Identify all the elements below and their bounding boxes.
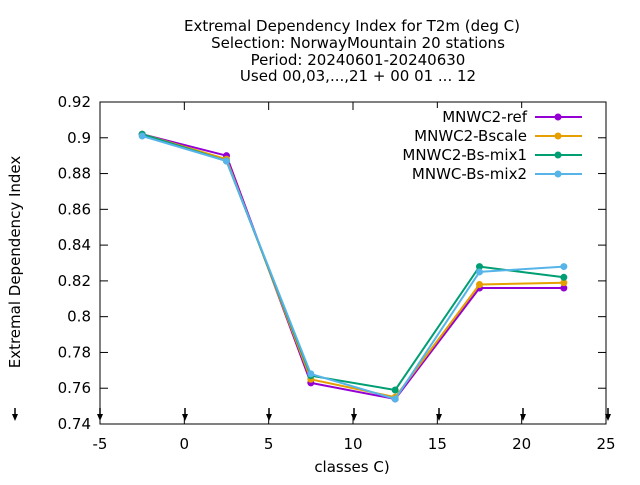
axis-arrow-head [520,414,526,421]
legend-background [384,108,584,170]
series-3 [138,132,568,403]
data-point [476,280,483,288]
chart-title: Extremal Dependency Index for T2m (deg C… [184,17,520,85]
series-line [141,135,564,400]
series-group [138,130,568,403]
legend-marker [554,170,562,178]
y-tick-label: 0.9 [67,129,91,147]
legend-label: MNWC-Bs-mix2 [412,165,527,183]
title-line-4: Used 00,03,...,21 + 00 01 ... 12 [240,67,476,85]
y-tick-label: 0.82 [58,272,91,290]
data-point [391,386,399,394]
data-point [391,395,399,403]
axis-arrow-head [351,414,357,421]
y-tick-label: 0.92 [58,93,91,111]
legend-marker [554,151,562,159]
legend-marker [554,113,562,121]
x-tick-label: 10 [343,435,362,453]
data-point [223,157,230,165]
x-tick-label: -5 [93,435,108,453]
y-tick-label: 0.84 [58,236,91,254]
legend-label: MNWC2-ref [442,108,527,126]
data-point [476,263,483,271]
x-tick-label: 5 [264,435,274,453]
axis-arrow-head [182,414,188,421]
y-tick-label: 0.86 [58,200,91,218]
data-point [560,273,568,281]
legend: MNWC2-refMNWC2-BscaleMNWC2-Bs-mix1MNWC-B… [384,108,584,183]
y-axis-label: Extremal Dependency Index [6,156,24,369]
x-axis-label: classes C) [314,458,389,476]
legend-label: MNWC2-Bs-mix1 [402,146,527,164]
x-tick-label: 15 [428,435,447,453]
title-line-3: Period: 20240601-20240630 [251,51,466,69]
axis-arrow-head [97,414,103,421]
axis-arrow-head [266,414,272,421]
x-tick-label: 25 [596,435,615,453]
data-point [560,284,568,292]
axis-arrow-head [12,414,18,421]
x-tick-label: 20 [512,435,531,453]
y-tick-label: 0.76 [58,379,91,397]
axis-arrow-head [605,414,611,421]
title-line-2: Selection: NorwayMountain 20 stations [211,34,505,52]
data-point [476,268,483,276]
title-line-1: Extremal Dependency Index for T2m (deg C… [184,17,520,35]
data-point [138,132,146,140]
axis-arrow-head [436,414,442,421]
series-line [141,133,564,400]
data-point [307,370,315,378]
data-point [560,279,568,287]
y-tick-label: 0.78 [58,343,91,361]
data-point [560,263,568,271]
series-line [141,133,564,399]
y-tick-label: 0.88 [58,165,91,183]
axes: 0.74 0.76 0.78 0.8 0.82 0.84 0.86 0.88 0.9 0.92 -5… [12,93,616,453]
legend-label: MNWC2-Bscale [414,127,527,145]
x-tick-label: 0 [180,435,190,453]
legend-marker [554,132,562,140]
y-tick-label: 0.8 [67,308,91,326]
y-tick-label: 0.74 [58,415,91,433]
